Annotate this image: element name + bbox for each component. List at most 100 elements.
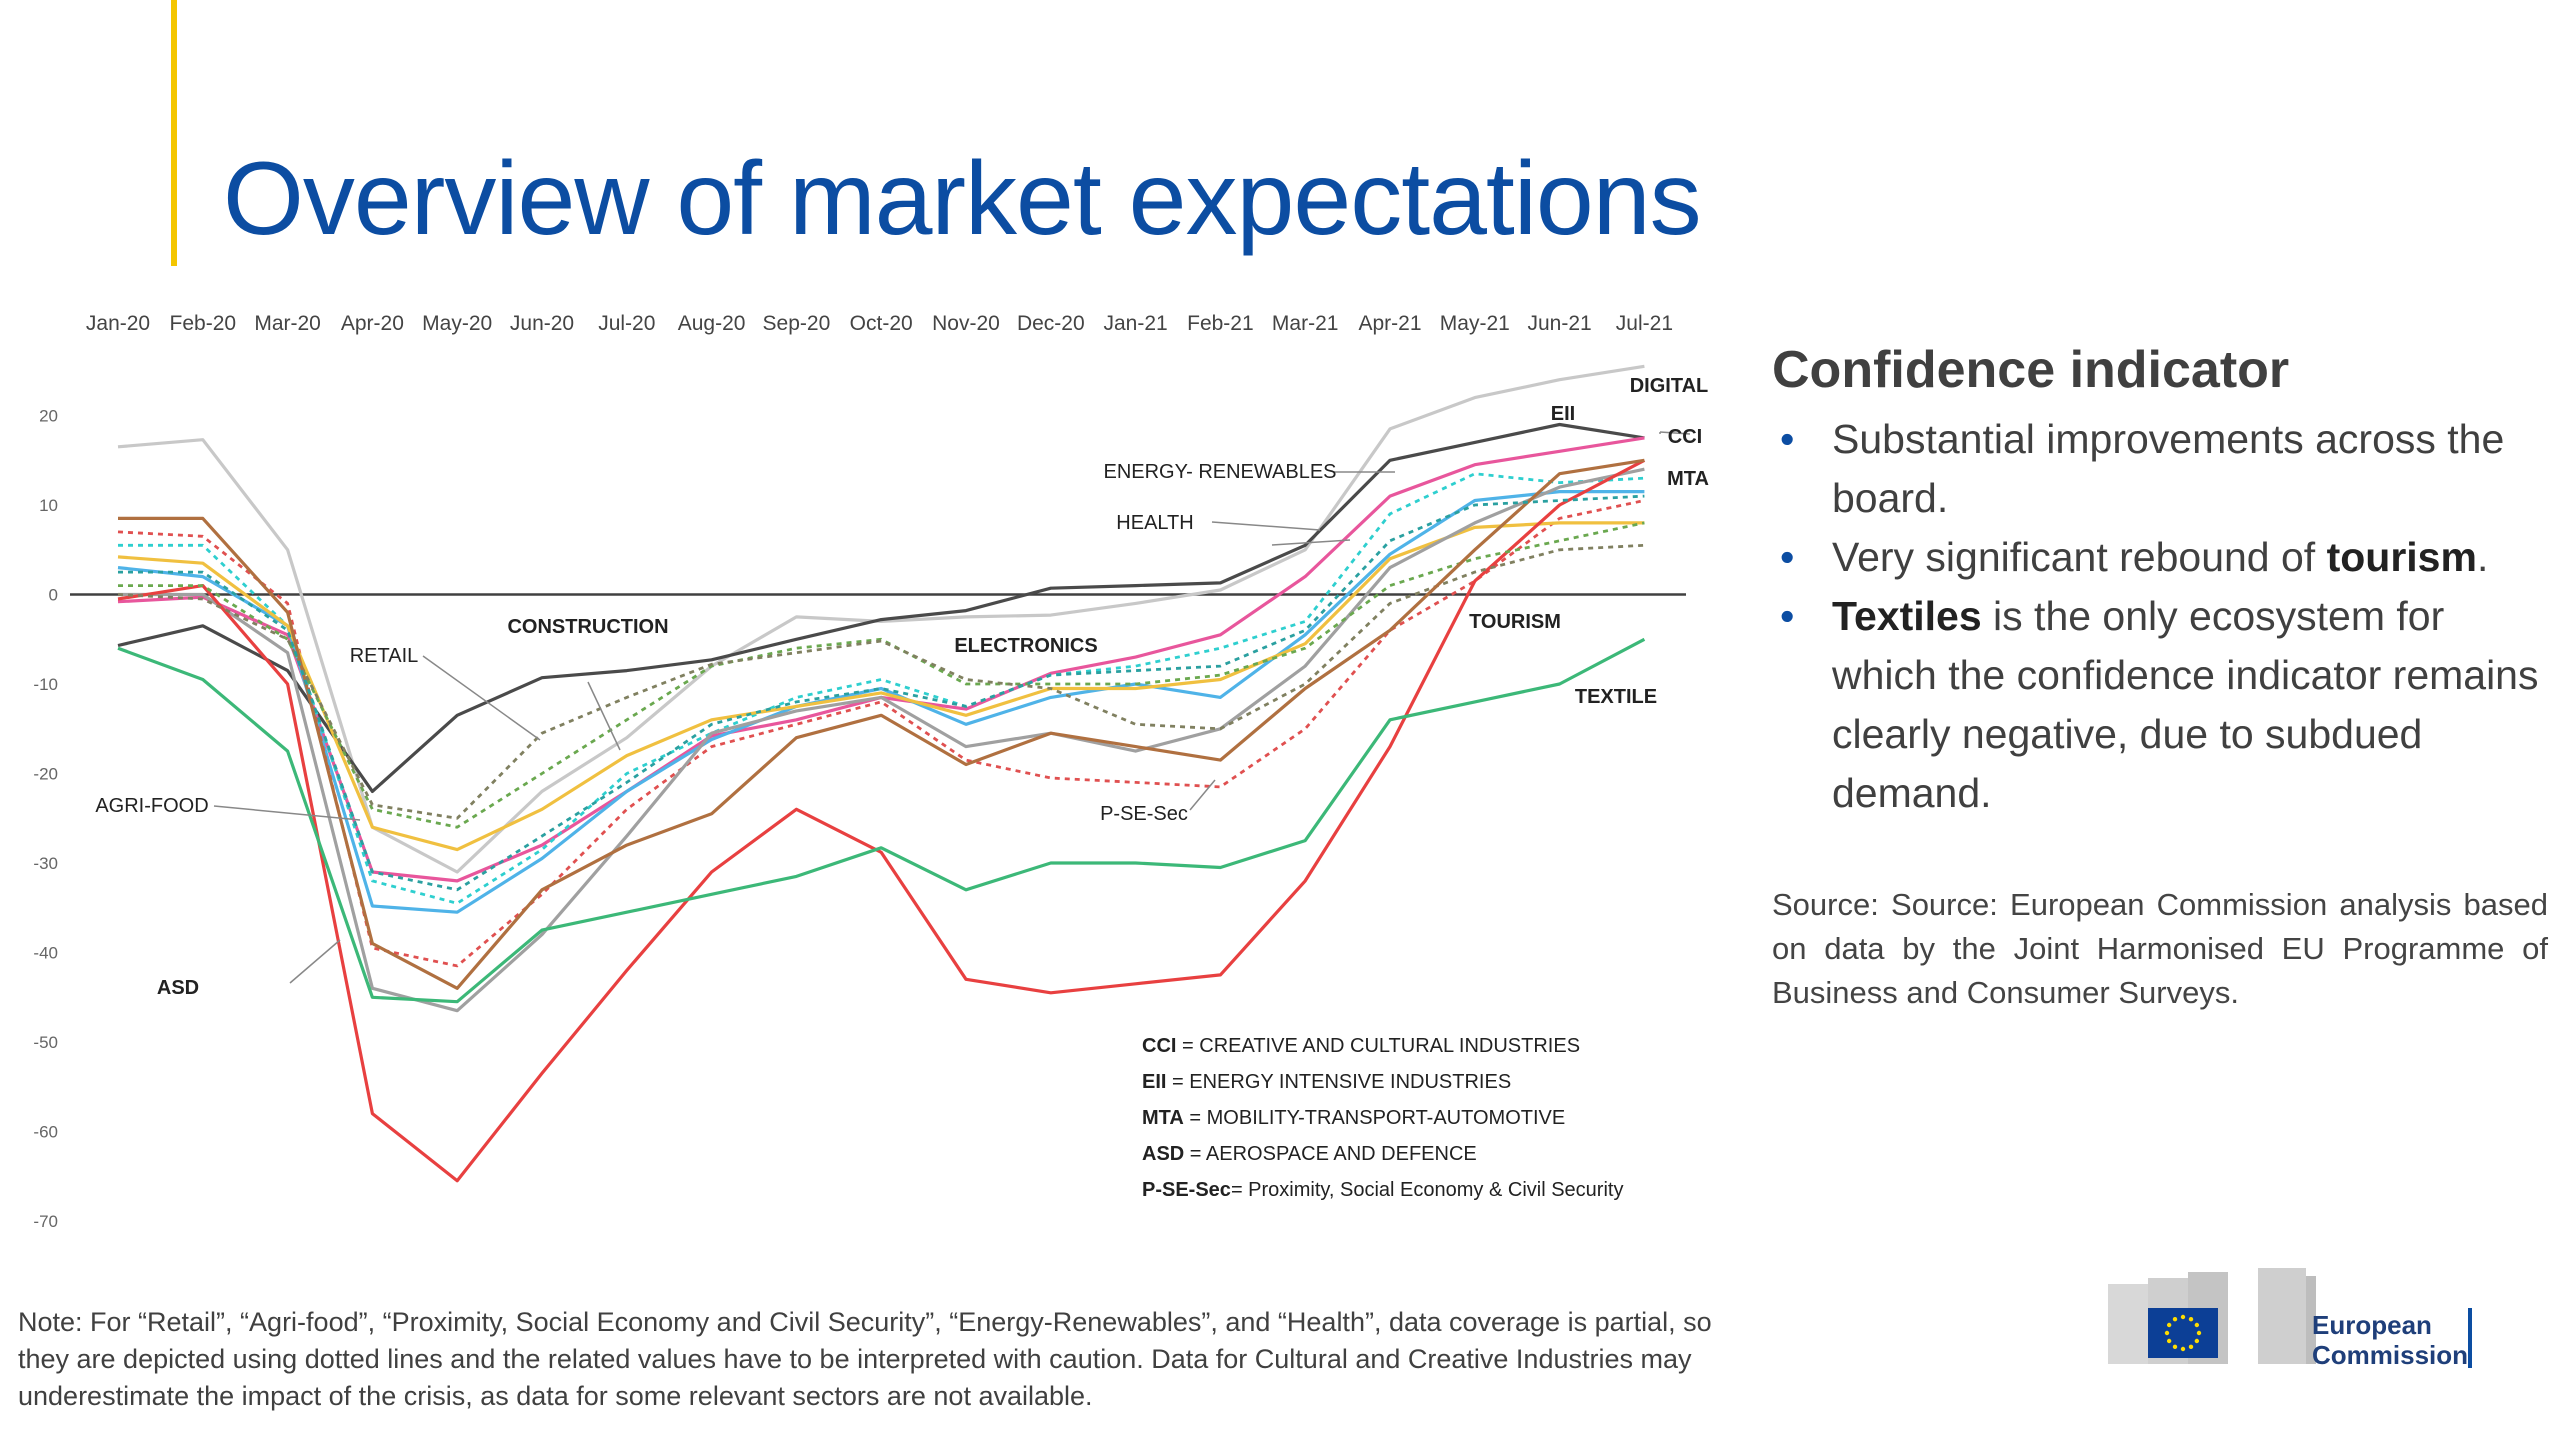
x-tick-label: Dec-20 (1017, 312, 1085, 335)
y-tick-label: -30 (33, 854, 58, 873)
series-line-health (117, 499, 1645, 968)
series-line-textile (117, 637, 1646, 1004)
bullet-item: • Very significant rebound of tourism. (1772, 528, 2548, 587)
legend-note: P-SE-Sec= Proximity, Social Economy & Ci… (1142, 1179, 1623, 1201)
bullet-text: Very significant rebound of (1832, 534, 2327, 580)
y-tick-label: 10 (39, 496, 58, 515)
series-label: TOURISM (1469, 611, 1561, 633)
y-tick-label: -50 (33, 1033, 58, 1052)
x-tick-label: Oct-20 (850, 312, 913, 335)
x-tick-label: Nov-20 (932, 312, 1000, 335)
series-line-agri-food (117, 543, 1645, 820)
eu-star (2180, 1314, 2186, 1320)
y-tick-label: -10 (33, 675, 58, 694)
x-tick-label: May-20 (422, 312, 492, 335)
series-label: ELECTRONICS (954, 635, 1097, 657)
x-tick-label: Jul-20 (598, 312, 655, 335)
x-tick-label: Jan-20 (86, 312, 150, 335)
eu-star (2188, 1344, 2194, 1350)
page-title: Overview of market expectations (223, 141, 1702, 257)
eu-star (2196, 1330, 2202, 1336)
x-tick-label: Sep-20 (763, 312, 831, 335)
series-line-construction (117, 521, 1645, 852)
bullet-dot: • (1780, 534, 1795, 580)
legend-note: EII = ENERGY INTENSIVE INDUSTRIES (1142, 1071, 1511, 1093)
european-commission-logo (2108, 1268, 2316, 1364)
leader-line (587, 681, 621, 751)
series-line-cci (117, 436, 1645, 883)
footnote: Note: For “Retail”, “Agri-food”, “Proxim… (18, 1307, 1712, 1411)
bullet-dot: • (1780, 593, 1795, 639)
bullet-list: • Substantial improvements across the boa… (1772, 410, 2548, 823)
leader-line (289, 939, 341, 984)
series-label: ENERGY- RENEWABLES (1103, 461, 1336, 483)
x-tick-label: Feb-21 (1187, 312, 1254, 335)
eu-star (2180, 1346, 2186, 1352)
legend-desc: = MOBILITY-TRANSPORT-AUTOMOTIVE (1184, 1107, 1565, 1129)
series-label: AGRI-FOOD (95, 795, 208, 817)
legend-abbr: CCI (1142, 1035, 1176, 1057)
y-tick-label: -20 (33, 765, 58, 784)
title-accent-bar (171, 0, 177, 266)
series-line-energy-renewables (118, 472, 1645, 905)
series-label: RETAIL (350, 645, 419, 667)
series-line-retail (118, 521, 1645, 829)
y-tick-label: 20 (39, 407, 58, 426)
bullet-text: tourism (2326, 534, 2477, 580)
legend-note: MTA = MOBILITY-TRANSPORT-AUTOMOTIVE (1142, 1107, 1565, 1129)
x-tick-label: Aug-20 (678, 312, 746, 335)
legend-abbr: ASD (1142, 1143, 1184, 1165)
legend-note: CCI = CREATIVE AND CULTURAL INDUSTRIES (1142, 1035, 1580, 1057)
series-line-p-se-sec (118, 494, 1645, 892)
series-line-eii (117, 422, 1645, 793)
logo-divider (2468, 1308, 2472, 1368)
eu-star (2166, 1338, 2172, 1344)
x-tick-label: Jun-21 (1527, 312, 1591, 335)
series-label: TEXTILE (1575, 686, 1657, 708)
series-label: EII (1551, 403, 1575, 425)
legend-note: ASD = AEROSPACE AND DEFENCE (1142, 1143, 1477, 1165)
eu-star (2164, 1330, 2170, 1336)
series-label: ASD (157, 977, 199, 999)
y-tick-label: -70 (33, 1212, 58, 1231)
legend-abbr: MTA (1142, 1107, 1184, 1129)
bullet-text: Substantial improvements across the boar… (1832, 416, 2505, 521)
leader-line (213, 805, 361, 821)
series-line-mta (117, 490, 1645, 914)
series-label: DIGITAL (1630, 375, 1709, 397)
bullet-item: • Substantial improvements across the boa… (1772, 410, 2548, 528)
bullet-text: Textiles (1832, 593, 1982, 639)
eu-star (2172, 1316, 2178, 1322)
bullet-text: . (2476, 534, 2489, 580)
x-tick-label: May-21 (1440, 312, 1510, 335)
leader-line (1211, 521, 1321, 531)
panel-heading: Confidence indicator (1772, 341, 2290, 399)
x-tick-label: Jan-21 (1103, 312, 1167, 335)
logo-line-1: European (2312, 1310, 2432, 1340)
legend-abbr: P-SE-Sec (1142, 1179, 1231, 1201)
logo-line-2: Commission (2312, 1340, 2469, 1370)
eu-star (2194, 1322, 2200, 1328)
series-label: MTA (1667, 468, 1709, 490)
leader-line (1189, 779, 1216, 811)
x-tick-label: Mar-20 (254, 312, 321, 335)
series-line-electronics (118, 467, 1645, 1013)
x-tick-label: Feb-20 (170, 312, 237, 335)
legend-abbr: EII (1142, 1071, 1166, 1093)
leader-line (1271, 539, 1351, 546)
logo-wordmark: European Commission (2312, 1310, 2468, 1370)
leader-line (422, 655, 541, 741)
legend-desc: = AEROSPACE AND DEFENCE (1184, 1143, 1477, 1165)
legend-desc: = Proximity, Social Economy & Civil Secu… (1231, 1179, 1624, 1201)
y-tick-label: 0 (49, 586, 58, 605)
eu-stars (2164, 1314, 2202, 1352)
eu-star (2188, 1316, 2194, 1322)
series-label: CCI (1668, 426, 1702, 448)
series-line-asd (118, 458, 1645, 990)
series-label: HEALTH (1116, 512, 1193, 534)
bullet-dot: • (1780, 416, 1795, 462)
legend-desc: = CREATIVE AND CULTURAL INDUSTRIES (1176, 1035, 1580, 1057)
x-tick-label: Mar-21 (1272, 312, 1339, 335)
series-line-tourism (117, 458, 1646, 1183)
eu-star (2194, 1338, 2200, 1344)
